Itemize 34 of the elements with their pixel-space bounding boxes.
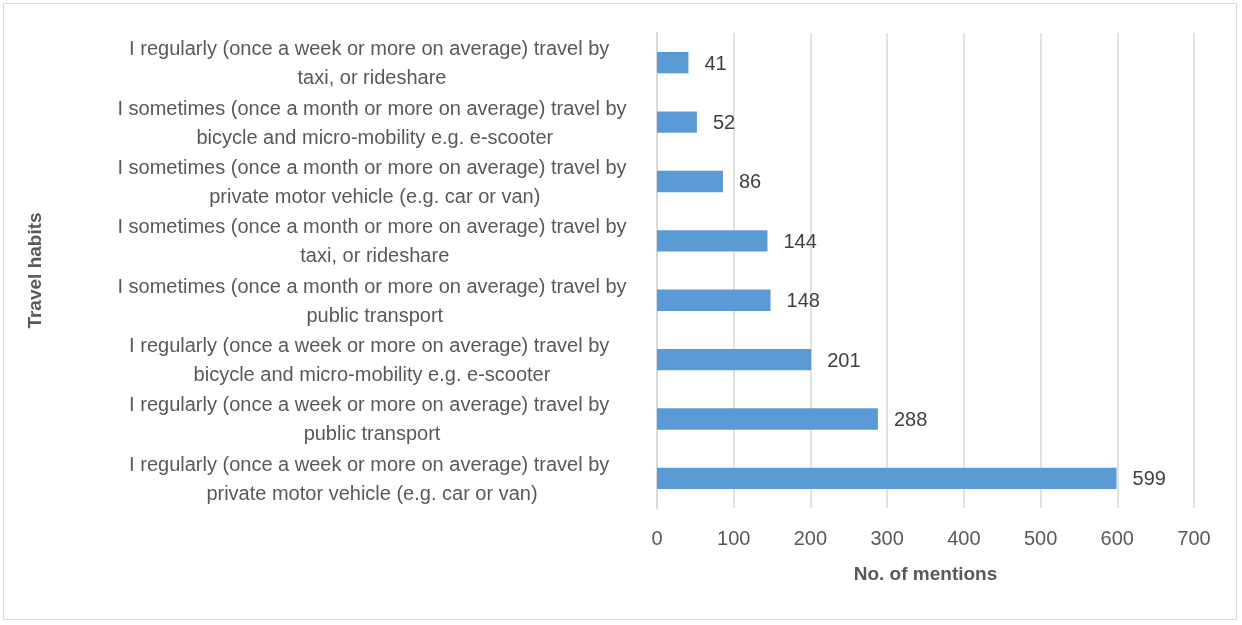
x-tick-label: 700: [1177, 527, 1211, 549]
data-label: 201: [827, 348, 861, 371]
x-axis-title: No. of mentions: [853, 563, 998, 584]
bar: [657, 170, 723, 193]
bar: [657, 52, 689, 74]
x-tick-label: 100: [717, 527, 751, 549]
data-label: 52: [712, 111, 736, 134]
data-label: 41: [704, 51, 727, 74]
x-tick-label: 0: [651, 527, 663, 549]
bar: [657, 467, 1117, 489]
data-label: 148: [786, 289, 820, 312]
bar: [657, 230, 768, 252]
bar: [657, 348, 812, 371]
y-tick-label: I regularly (once a week or more on average) travel by public transport: [129, 393, 615, 445]
bar: [657, 111, 697, 133]
y-axis-title: Travel habits: [24, 212, 45, 329]
bar: [657, 408, 878, 430]
data-label: 599: [1132, 467, 1166, 490]
x-tick-label: 500: [1023, 527, 1058, 549]
y-tick-label: I regularly (once a week or more on average) travel by private motor vehicle (e.g. car or van): [129, 452, 615, 504]
y-tick-label: I sometimes (once a month or more on average) travel by private motor vehicle (e.g. car or van): [117, 155, 627, 207]
y-tick-label: I sometimes (once a month or more on average) travel by public transport: [117, 274, 627, 326]
x-tick-label: 600: [1100, 527, 1134, 549]
x-tick-label: 400: [947, 527, 981, 549]
y-tick-label: I regularly (once a week or more on average) travel by bicycle and micro-mobility e.g. e-scooter: [129, 334, 615, 386]
data-label: 144: [783, 229, 817, 252]
bar: [657, 289, 771, 311]
x-tick-label: 200: [793, 527, 828, 549]
data-label: 288: [893, 407, 928, 430]
y-tick-label: I sometimes (once a month or more on average) travel by taxi, or rideshare: [117, 215, 627, 267]
y-tick-label: I regularly (once a week or more on average) travel by taxi, or rideshare: [129, 37, 615, 89]
data-label: 86: [738, 170, 762, 193]
y-tick-label: I sometimes (once a month or more on average) travel by bicycle and micro-mobility e.g. e-scooter: [117, 96, 627, 148]
x-tick-label: 300: [870, 527, 904, 549]
